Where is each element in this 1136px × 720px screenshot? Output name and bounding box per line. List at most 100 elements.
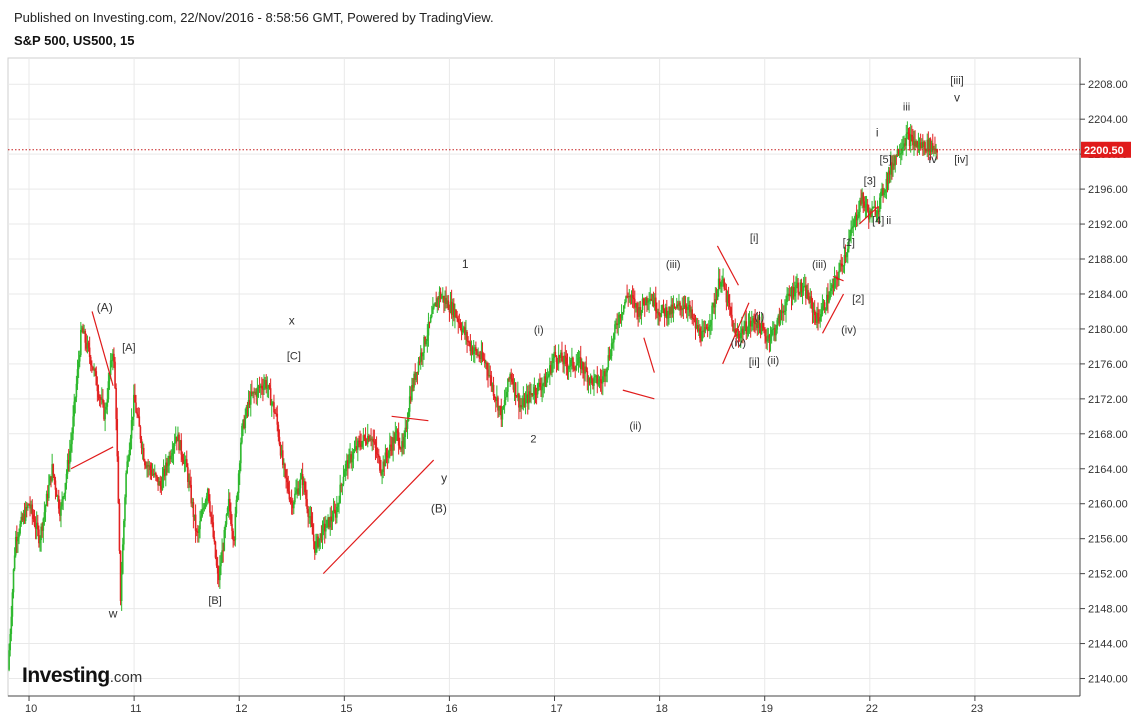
- candle: [778, 307, 781, 327]
- candle: [224, 521, 227, 539]
- wave-label: [2]: [852, 294, 864, 306]
- candle-body: [44, 505, 47, 513]
- candle-body: [726, 294, 729, 303]
- candle: [147, 458, 149, 478]
- candle-body: [770, 329, 773, 337]
- candle: [714, 287, 717, 320]
- candle: [311, 512, 314, 535]
- y-tick-label: 2148.00: [1088, 604, 1128, 616]
- candle: [66, 453, 69, 479]
- candle-body: [486, 363, 488, 370]
- candle: [70, 432, 72, 462]
- wave-label: (ii): [629, 420, 641, 432]
- candle: [130, 408, 133, 450]
- candle: [841, 257, 844, 275]
- candle: [304, 478, 306, 496]
- candle: [666, 299, 668, 326]
- candle-body: [508, 378, 510, 380]
- candle-body: [379, 457, 381, 471]
- candle: [371, 436, 373, 452]
- candle-body: [336, 506, 338, 518]
- candle: [784, 299, 786, 315]
- candle: [498, 405, 500, 417]
- candle-body: [522, 398, 525, 406]
- candle-body: [709, 325, 711, 327]
- candle: [415, 371, 418, 383]
- candle: [576, 352, 579, 366]
- candle-body: [667, 315, 669, 319]
- candle-body: [744, 321, 746, 329]
- candle-body: [338, 502, 340, 504]
- candle-body: [488, 375, 490, 377]
- candle: [514, 382, 517, 406]
- candle-body: [554, 351, 557, 356]
- candle-body: [768, 335, 771, 342]
- candle-body: [778, 315, 781, 324]
- candle: [918, 137, 921, 155]
- candle: [635, 302, 637, 313]
- candle: [801, 282, 804, 305]
- candle: [895, 154, 898, 165]
- candle-body: [370, 438, 372, 440]
- candle: [876, 200, 879, 223]
- candle: [449, 291, 452, 314]
- logo-suffix: .com: [109, 669, 143, 686]
- candle: [545, 372, 548, 388]
- candle-body: [895, 155, 898, 157]
- candle-body: [265, 380, 268, 389]
- candle: [739, 326, 742, 348]
- candle: [509, 372, 511, 388]
- candle: [232, 528, 234, 548]
- candle-body: [855, 214, 858, 221]
- candle-body: [279, 444, 282, 456]
- candle-body: [841, 263, 844, 267]
- candle-body: [323, 523, 326, 532]
- candle: [805, 276, 807, 305]
- candle: [345, 453, 348, 476]
- candles: [8, 121, 938, 672]
- candle: [427, 312, 430, 347]
- candle: [566, 353, 569, 380]
- candle: [546, 368, 549, 383]
- candle-body: [787, 293, 789, 295]
- candle: [536, 382, 539, 398]
- candle: [674, 306, 677, 311]
- candle: [222, 542, 224, 563]
- candle: [201, 497, 204, 518]
- x-tick-label: 11: [130, 703, 141, 715]
- candle-body: [112, 353, 114, 361]
- candle: [349, 443, 351, 464]
- candle: [684, 295, 687, 314]
- candle: [688, 296, 690, 317]
- candle-body: [775, 329, 777, 336]
- candle: [521, 395, 524, 410]
- candle: [819, 309, 821, 328]
- candle-body: [14, 536, 17, 556]
- candle-body: [308, 516, 311, 518]
- candle: [726, 290, 729, 307]
- candle: [648, 292, 650, 314]
- candle-body: [184, 459, 187, 461]
- y-tick-label: 2204.00: [1088, 114, 1128, 126]
- candle: [568, 356, 571, 373]
- candle: [361, 440, 364, 449]
- candle: [329, 507, 332, 536]
- candle-body: [706, 328, 709, 331]
- candle-body: [358, 440, 360, 442]
- candle: [391, 436, 393, 456]
- candle: [46, 485, 49, 507]
- candle: [148, 460, 151, 476]
- candle-body: [448, 309, 451, 313]
- candle: [731, 302, 733, 327]
- candle: [177, 426, 179, 442]
- logo-name: Investing: [22, 664, 110, 687]
- candle: [408, 385, 411, 417]
- candle-body: [189, 480, 191, 485]
- candle-body: [334, 510, 337, 518]
- wave-label: [B]: [208, 595, 221, 607]
- candle: [562, 355, 564, 373]
- candle-body: [594, 375, 596, 378]
- candle-body: [685, 306, 688, 310]
- candle-body: [447, 300, 450, 310]
